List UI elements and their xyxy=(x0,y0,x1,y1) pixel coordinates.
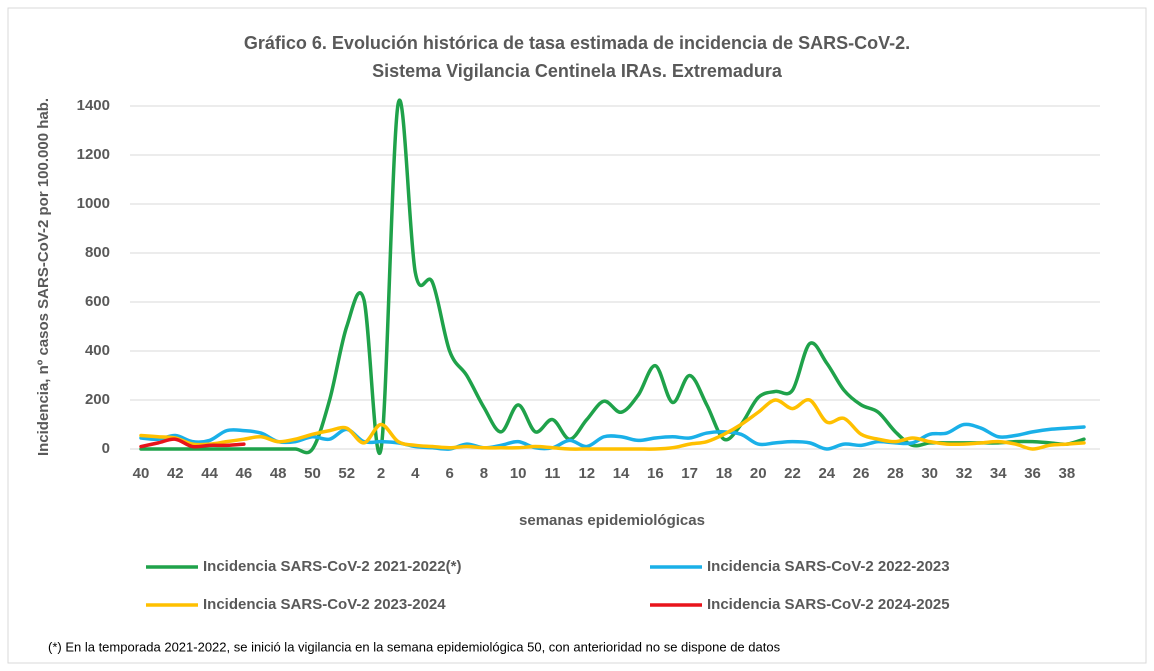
x-tick-label: 40 xyxy=(133,465,150,482)
y-axis-title: Incidencia, nº casos SARS-CoV-2 por 100.… xyxy=(35,98,52,456)
x-tick-label: 22 xyxy=(784,465,801,482)
x-tick-label: 14 xyxy=(613,465,630,482)
series-line xyxy=(139,422,1086,451)
x-tick-label: 26 xyxy=(853,465,870,482)
x-tick-label: 18 xyxy=(716,465,733,482)
legend-label: Incidencia SARS-CoV-2 2024-2025 xyxy=(707,596,950,613)
series-line xyxy=(139,397,1086,451)
x-tick-label: 11 xyxy=(545,465,561,482)
chart-title: Sistema Vigilancia Centinela IRAs. Extre… xyxy=(372,61,783,81)
chart-title: Gráfico 6. Evolución histórica de tasa e… xyxy=(244,33,910,53)
y-tick-label: 1200 xyxy=(77,146,110,163)
legend-label: Incidencia SARS-CoV-2 2022-2023 xyxy=(707,558,950,575)
x-tick-label: 30 xyxy=(921,465,938,482)
legend-label: Incidencia SARS-CoV-2 2021-2022(*) xyxy=(203,558,461,575)
y-tick-label: 600 xyxy=(85,293,110,310)
x-axis-title: semanas epidemiológicas xyxy=(519,512,705,529)
x-tick-label: 48 xyxy=(270,465,287,482)
x-tick-label: 50 xyxy=(304,465,321,482)
x-tick-label: 2 xyxy=(377,465,385,482)
y-tick-label: 200 xyxy=(85,391,110,408)
x-tick-label: 36 xyxy=(1024,465,1041,482)
y-tick-label: 1000 xyxy=(77,195,110,212)
x-tick-label: 32 xyxy=(956,465,973,482)
x-tick-label: 24 xyxy=(818,465,835,482)
x-tick-label: 44 xyxy=(201,465,218,482)
y-tick-label: 1400 xyxy=(77,97,110,114)
x-tick-label: 6 xyxy=(445,465,453,482)
footnote: (*) En la temporada 2021-2022, se inició… xyxy=(48,639,781,654)
x-tick-label: 38 xyxy=(1059,465,1076,482)
y-tick-label: 800 xyxy=(85,244,110,261)
x-tick-label: 12 xyxy=(578,465,595,482)
x-tick-label: 16 xyxy=(647,465,664,482)
x-tick-label: 28 xyxy=(887,465,904,482)
x-tick-label: 8 xyxy=(480,465,488,482)
legend-label: Incidencia SARS-CoV-2 2023-2024 xyxy=(203,596,446,613)
x-tick-label: 20 xyxy=(750,465,767,482)
x-tick-label: 52 xyxy=(338,465,355,482)
x-tick-label: 10 xyxy=(510,465,527,482)
x-tick-label: 4 xyxy=(411,465,420,482)
y-tick-label: 0 xyxy=(102,440,110,457)
series-line xyxy=(139,98,1086,455)
y-tick-label: 400 xyxy=(85,342,110,359)
x-tick-label: 34 xyxy=(990,465,1007,482)
x-tick-label: 17 xyxy=(681,465,698,482)
chart-border xyxy=(7,7,1147,664)
series-line xyxy=(139,437,246,449)
x-tick-label: 46 xyxy=(236,465,253,482)
x-tick-label: 42 xyxy=(167,465,184,482)
